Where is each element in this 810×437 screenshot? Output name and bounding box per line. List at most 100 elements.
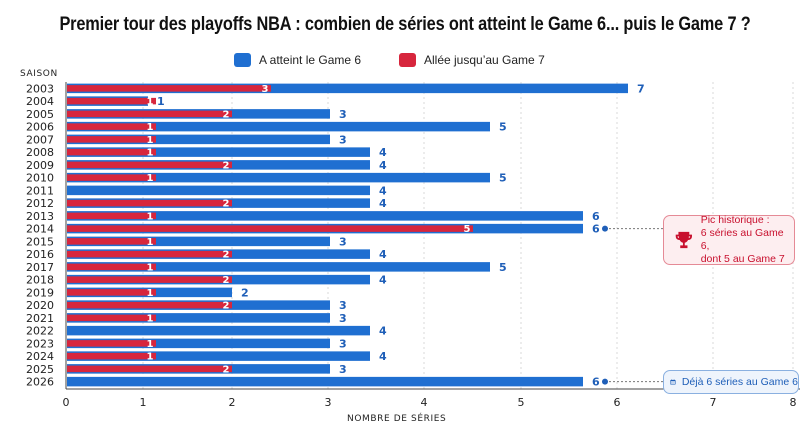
bar-game7-value-label: 1 — [147, 339, 154, 350]
x-tick-label: 2 — [229, 396, 236, 409]
bar-game6 — [67, 83, 628, 94]
callout-anchor-dot — [602, 378, 608, 385]
y-tick-label: 2023 — [26, 337, 54, 350]
bar-game6-value-label: 4 — [379, 146, 387, 159]
bar-game7 — [67, 123, 156, 130]
bar-game7 — [67, 199, 232, 207]
y-tick-label: 2003 — [26, 82, 54, 95]
bar-game7 — [67, 301, 232, 309]
bar-game7 — [67, 136, 156, 143]
y-axis-title: SAISON — [20, 69, 58, 79]
bar-game6 — [67, 147, 370, 157]
bar-game7-value-label: 2 — [223, 250, 230, 261]
bar-game7 — [67, 340, 156, 347]
chart-title: Premier tour des playoffs NBA : combien … — [59, 14, 751, 35]
bar-game6-value-label: 7 — [637, 82, 645, 95]
bar-game6 — [67, 338, 330, 349]
x-tick-label: 4 — [421, 396, 428, 409]
y-tick-label: 2007 — [26, 133, 54, 146]
bar-game6-value-label: 3 — [339, 299, 347, 312]
bar-game7 — [67, 365, 232, 373]
callout-connectors — [602, 225, 663, 385]
y-tick-label: 2012 — [26, 197, 54, 210]
bar-game6-value-label: 5 — [499, 121, 507, 134]
bar-game7 — [67, 276, 232, 283]
bar-game7-value-label: 2 — [223, 275, 230, 286]
bar-game6-value-label: 3 — [339, 363, 347, 376]
bar-game7-value-label: 1 — [147, 313, 154, 324]
gridlines — [142, 82, 794, 389]
y-tick-label: 2020 — [26, 299, 54, 312]
y-tick-label: 2013 — [26, 210, 54, 223]
bar-game7-value-label: 1 — [147, 148, 154, 159]
callout-peak: Pic historique : 6 séries au Game 6, don… — [663, 214, 795, 265]
legend-item-game6[interactable]: A atteint le Game 6 — [234, 53, 361, 67]
bar-game7 — [67, 174, 156, 181]
y-tick-label: 2016 — [26, 248, 54, 261]
bar-game7-value-label: 1 — [147, 173, 154, 184]
bar-game6 — [67, 172, 490, 183]
x-axis-ticks: 0 1 2 3 4 5 6 7 8 — [63, 396, 797, 409]
bar-game6-value-label: 1 — [157, 95, 165, 108]
bar-game7-value-label: 1 — [147, 135, 154, 146]
x-tick-label: 7 — [710, 396, 717, 409]
callout-anchor-dot — [602, 225, 608, 232]
y-axis-labels: 2003200420052006200720082009201020112012… — [26, 82, 54, 388]
bar-game6 — [67, 134, 330, 145]
bar-game7-value-label: 2 — [223, 364, 230, 375]
bar-game7 — [67, 289, 156, 296]
bar-game6 — [67, 376, 583, 387]
y-tick-label: 2011 — [26, 184, 54, 197]
x-tick-label: 8 — [790, 396, 797, 409]
bar-game7 — [67, 97, 156, 105]
y-tick-label: 2008 — [26, 146, 54, 159]
legend-label-game7: Allée jusqu’au Game 7 — [424, 53, 545, 67]
legend-swatch-game7 — [399, 53, 416, 67]
bar-game6-value-label: 2 — [241, 286, 249, 299]
bar-game7-value-label: 1 — [147, 122, 154, 133]
bar-game6-value-label: 4 — [379, 159, 387, 172]
bar-game7 — [67, 212, 156, 220]
bar-game6-value-label: 4 — [379, 325, 387, 338]
bar-game7-value-label: 1 — [147, 352, 154, 363]
bar-game6-value-label: 5 — [499, 172, 507, 185]
callout-peak-line-3: dont 5 au Game 7 — [700, 253, 785, 265]
y-tick-label: 2014 — [26, 223, 54, 236]
y-tick-label: 2026 — [26, 376, 54, 389]
bar-game7-value-label: 1 — [147, 211, 154, 222]
bar-game7-value-label: 2 — [223, 199, 230, 210]
callout-2026-text: Déjà 6 séries au Game 6 — [681, 376, 798, 388]
bar-game7-value-label: 5 — [464, 224, 471, 235]
bar-game6 — [67, 185, 370, 196]
bar-game7-value-label: 1 — [147, 237, 154, 248]
y-tick-label: 2005 — [26, 108, 54, 121]
bar-game6-value-label: 3 — [339, 108, 347, 121]
bar-game6-value-label: 4 — [379, 248, 387, 261]
bar-game7 — [67, 110, 232, 118]
bar-game6-value-label: 3 — [339, 312, 347, 325]
bar-game7 — [67, 352, 156, 360]
bar-game7 — [67, 238, 156, 245]
y-tick-label: 2010 — [26, 172, 54, 185]
bar-game7 — [67, 225, 473, 232]
bar-game6-value-label: 3 — [339, 235, 347, 248]
bar-game7-value-label: 1 — [147, 288, 154, 299]
x-tick-label: 5 — [518, 396, 525, 409]
bar-game6 — [67, 211, 583, 221]
bar-game6-value-label: 4 — [379, 274, 387, 287]
bar-game7-value-label: 2 — [223, 160, 230, 171]
bar-game6-value-label: 6 — [592, 223, 600, 236]
legend-item-game7[interactable]: Allée jusqu’au Game 7 — [399, 53, 545, 67]
callout-peak-line-2: 6 séries au Game 6, — [700, 227, 784, 252]
y-tick-label: 2009 — [26, 159, 54, 172]
x-axis-title: NOMBRE DE SÉRIES — [347, 412, 446, 424]
bar-game6-value-label: 3 — [339, 337, 347, 350]
bar-game6-value-label: 5 — [499, 261, 507, 274]
bar-game7 — [67, 148, 156, 156]
y-tick-label: 2021 — [26, 312, 54, 325]
bar-game7 — [67, 263, 156, 271]
bar-game7 — [67, 85, 271, 92]
bar-game6-value-label: 4 — [379, 184, 387, 197]
callout-2026: Déjà 6 séries au Game 6 — [663, 370, 799, 394]
